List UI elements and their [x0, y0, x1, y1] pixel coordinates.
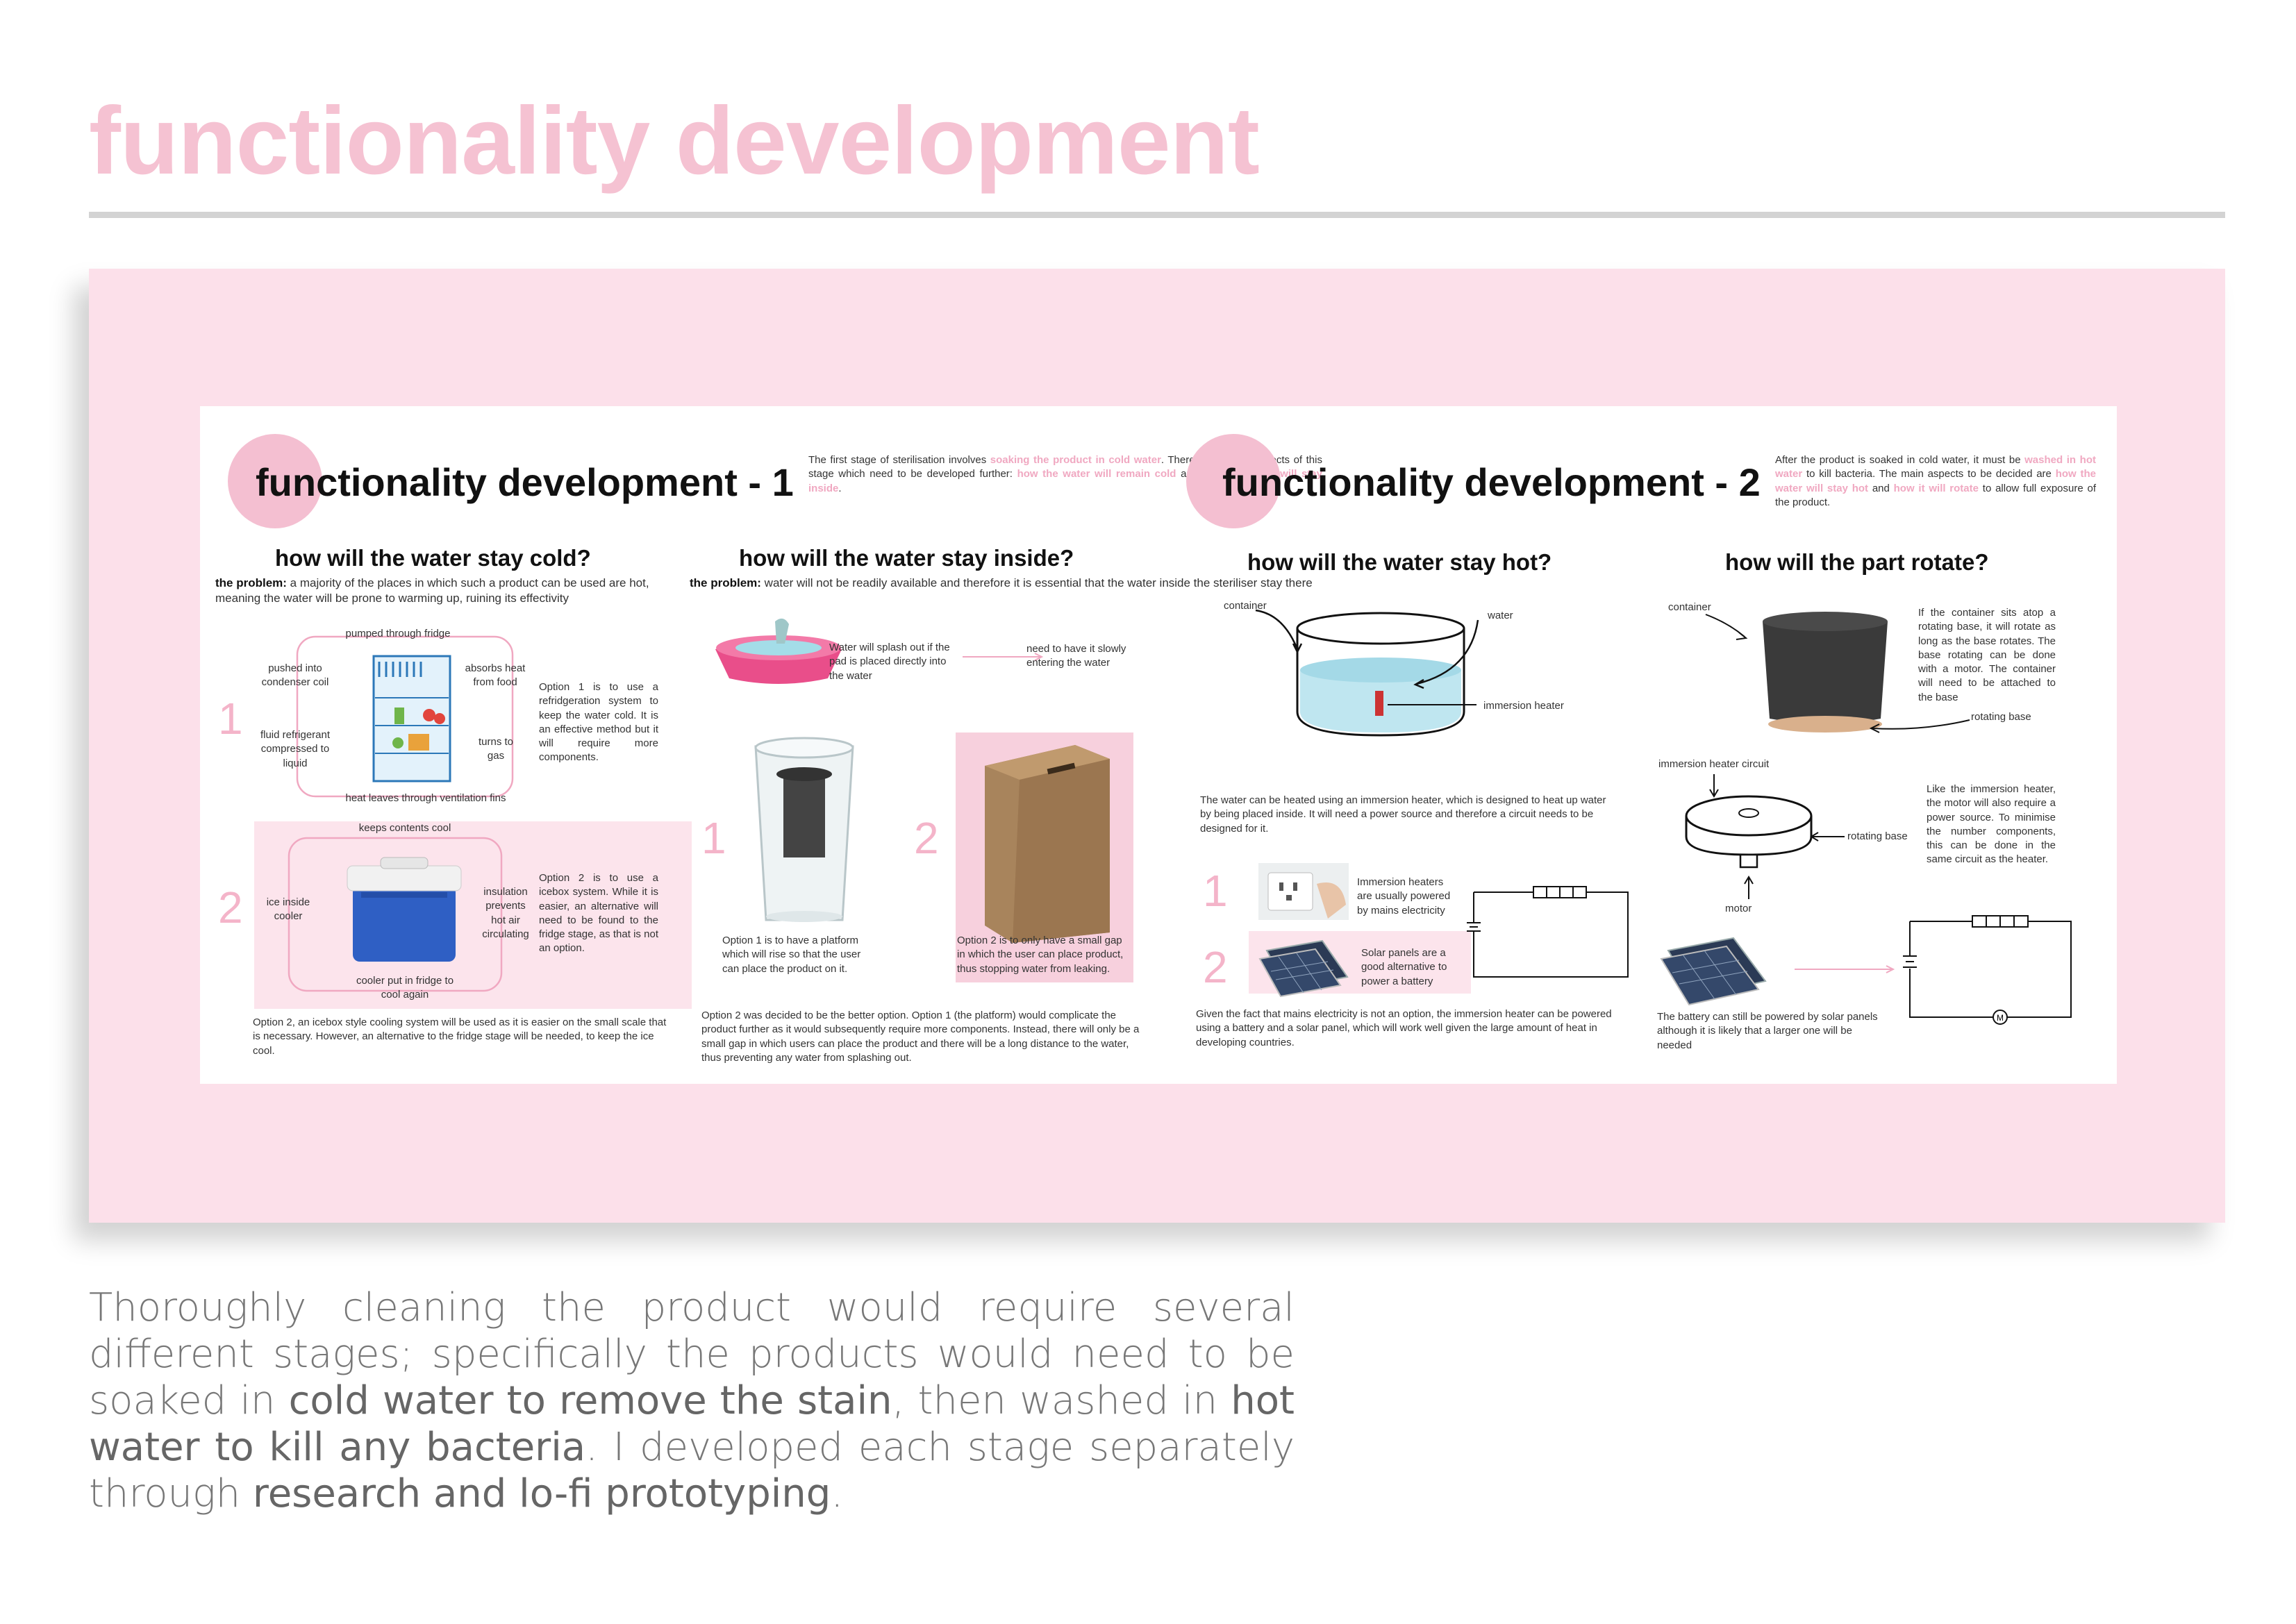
- solar-battery-motor-circuit-diagram: M: [1903, 915, 2072, 1025]
- icebox-cycle-diagram: [288, 837, 503, 992]
- cold-option1-number: 1: [218, 694, 243, 744]
- arrow-icon: [963, 653, 1044, 661]
- label-container: container: [1668, 601, 1711, 613]
- label-absorbs: absorbs heat from food: [465, 662, 526, 689]
- rotate-text1: If the container sits atop a rotating ba…: [1918, 607, 2056, 703]
- arrow-icon: [1795, 965, 1895, 973]
- label-rotating-base: rotating base: [1971, 711, 2031, 723]
- pet-bowl-illustration: [715, 618, 842, 684]
- wall-socket-photo: [1258, 863, 1349, 920]
- label-motor: motor: [1725, 903, 1752, 914]
- label-water: water: [1488, 610, 1513, 621]
- title-circle: [228, 434, 322, 528]
- presentation-board: functionality development - 1 The first …: [200, 406, 2117, 1084]
- solar-panel-photo: [1258, 939, 1349, 998]
- svg-text:M: M: [1997, 1013, 2004, 1023]
- rotating-base-diagram: [1685, 774, 1845, 899]
- rotate-text2: Like the immersion heater, the motor wil…: [1927, 783, 2056, 866]
- hot-option1-text: Immersion heaters are usually powered by…: [1357, 876, 1451, 916]
- inside-option1-number: 1: [701, 813, 726, 863]
- page-title: functionality development: [89, 87, 1260, 194]
- label-ice: ice inside cooler: [266, 896, 310, 923]
- label-insulation: insulation prevents hot air circulating: [482, 886, 529, 940]
- immersion-heater-diagram: [1255, 609, 1479, 737]
- intro-paragraph: Thoroughly cleaning the product would re…: [89, 1285, 1295, 1516]
- battery-heater-circuit-diagram: [1467, 886, 1629, 978]
- cold-option2-number: 2: [218, 882, 243, 932]
- hot-option2-text: Solar panels are a good alternative to p…: [1361, 947, 1447, 987]
- cold-option1-text: Option 1 is to use a refridgeration syst…: [539, 681, 658, 764]
- inside-conclusion: Option 2 was decided to be the better op…: [701, 1010, 1140, 1064]
- inside-option2-text: Option 2 is to only have a small gap in …: [957, 935, 1124, 975]
- inside-problem: the problem: water will not be readily a…: [690, 576, 1313, 589]
- cold-option2-text: Option 2 is to use a icebox system. Whil…: [539, 872, 658, 955]
- inside-heading: how will the water stay inside?: [739, 545, 1074, 571]
- cold-conclusion: Option 2, an icebox style cooling system…: [253, 1016, 667, 1057]
- label-heater-circuit: immersion heater circuit: [1658, 758, 1770, 770]
- solar-panel-photo: [1660, 937, 1767, 1006]
- slowly-label: need to have it slowly entering the wate…: [1026, 643, 1126, 669]
- hot-conclusion: Given the fact that mains electricity is…: [1196, 1008, 1612, 1048]
- label-turns: turns to gas: [478, 736, 514, 762]
- hot-option1-number: 1: [1203, 866, 1228, 916]
- glass-prototype-photo: [754, 737, 854, 922]
- cold-option2-box: [254, 821, 692, 1009]
- cold-heading: how will the water stay cold?: [275, 545, 591, 571]
- title-divider: [89, 212, 2225, 218]
- label-keeps: keeps contents cool: [358, 822, 451, 834]
- title-circle: [1186, 434, 1281, 528]
- sheet2-title: functionality development - 2: [1222, 460, 1761, 504]
- inside-option2-number: 2: [914, 813, 939, 863]
- label-heat: heat leaves through ventilation fins: [345, 792, 506, 804]
- rotate-battery-text: The battery can still be powered by sola…: [1657, 1011, 1878, 1051]
- label-fluid: fluid refrigerant compressed to liquid: [260, 729, 331, 769]
- rotate-heading: how will the part rotate?: [1725, 549, 1989, 575]
- label-immersion-heater: immersion heater: [1483, 700, 1564, 712]
- hot-option2-number: 2: [1203, 942, 1228, 992]
- inside-option1-text: Option 1 is to have a platform which wil…: [722, 935, 861, 975]
- label-pushed: pushed into condenser coil: [261, 662, 329, 689]
- label-container: container: [1224, 600, 1267, 612]
- hot-description: The water can be heated using an immersi…: [1200, 794, 1606, 835]
- hot-heading: how will the water stay hot?: [1247, 549, 1552, 575]
- rotating-container-photo: [1763, 612, 1888, 733]
- label-cooler-put: cooler put in fridge to cool again: [356, 975, 454, 1001]
- rotate-arrows: [1705, 614, 1970, 733]
- label-rotating-base-2: rotating base: [1847, 830, 1908, 842]
- sheet2-intro: After the product is soaked in cold wate…: [1775, 454, 2096, 508]
- cardboard-box-prototype-photo: [985, 745, 1110, 943]
- cold-problem: the problem: a majority of the places in…: [215, 576, 649, 605]
- splash-label: Water will splash out if the pad is plac…: [829, 642, 950, 682]
- sheet1-title: functionality development - 1: [256, 460, 794, 504]
- label-pumped: pumped through fridge: [345, 628, 451, 639]
- fridge-cycle-diagram: [296, 635, 514, 798]
